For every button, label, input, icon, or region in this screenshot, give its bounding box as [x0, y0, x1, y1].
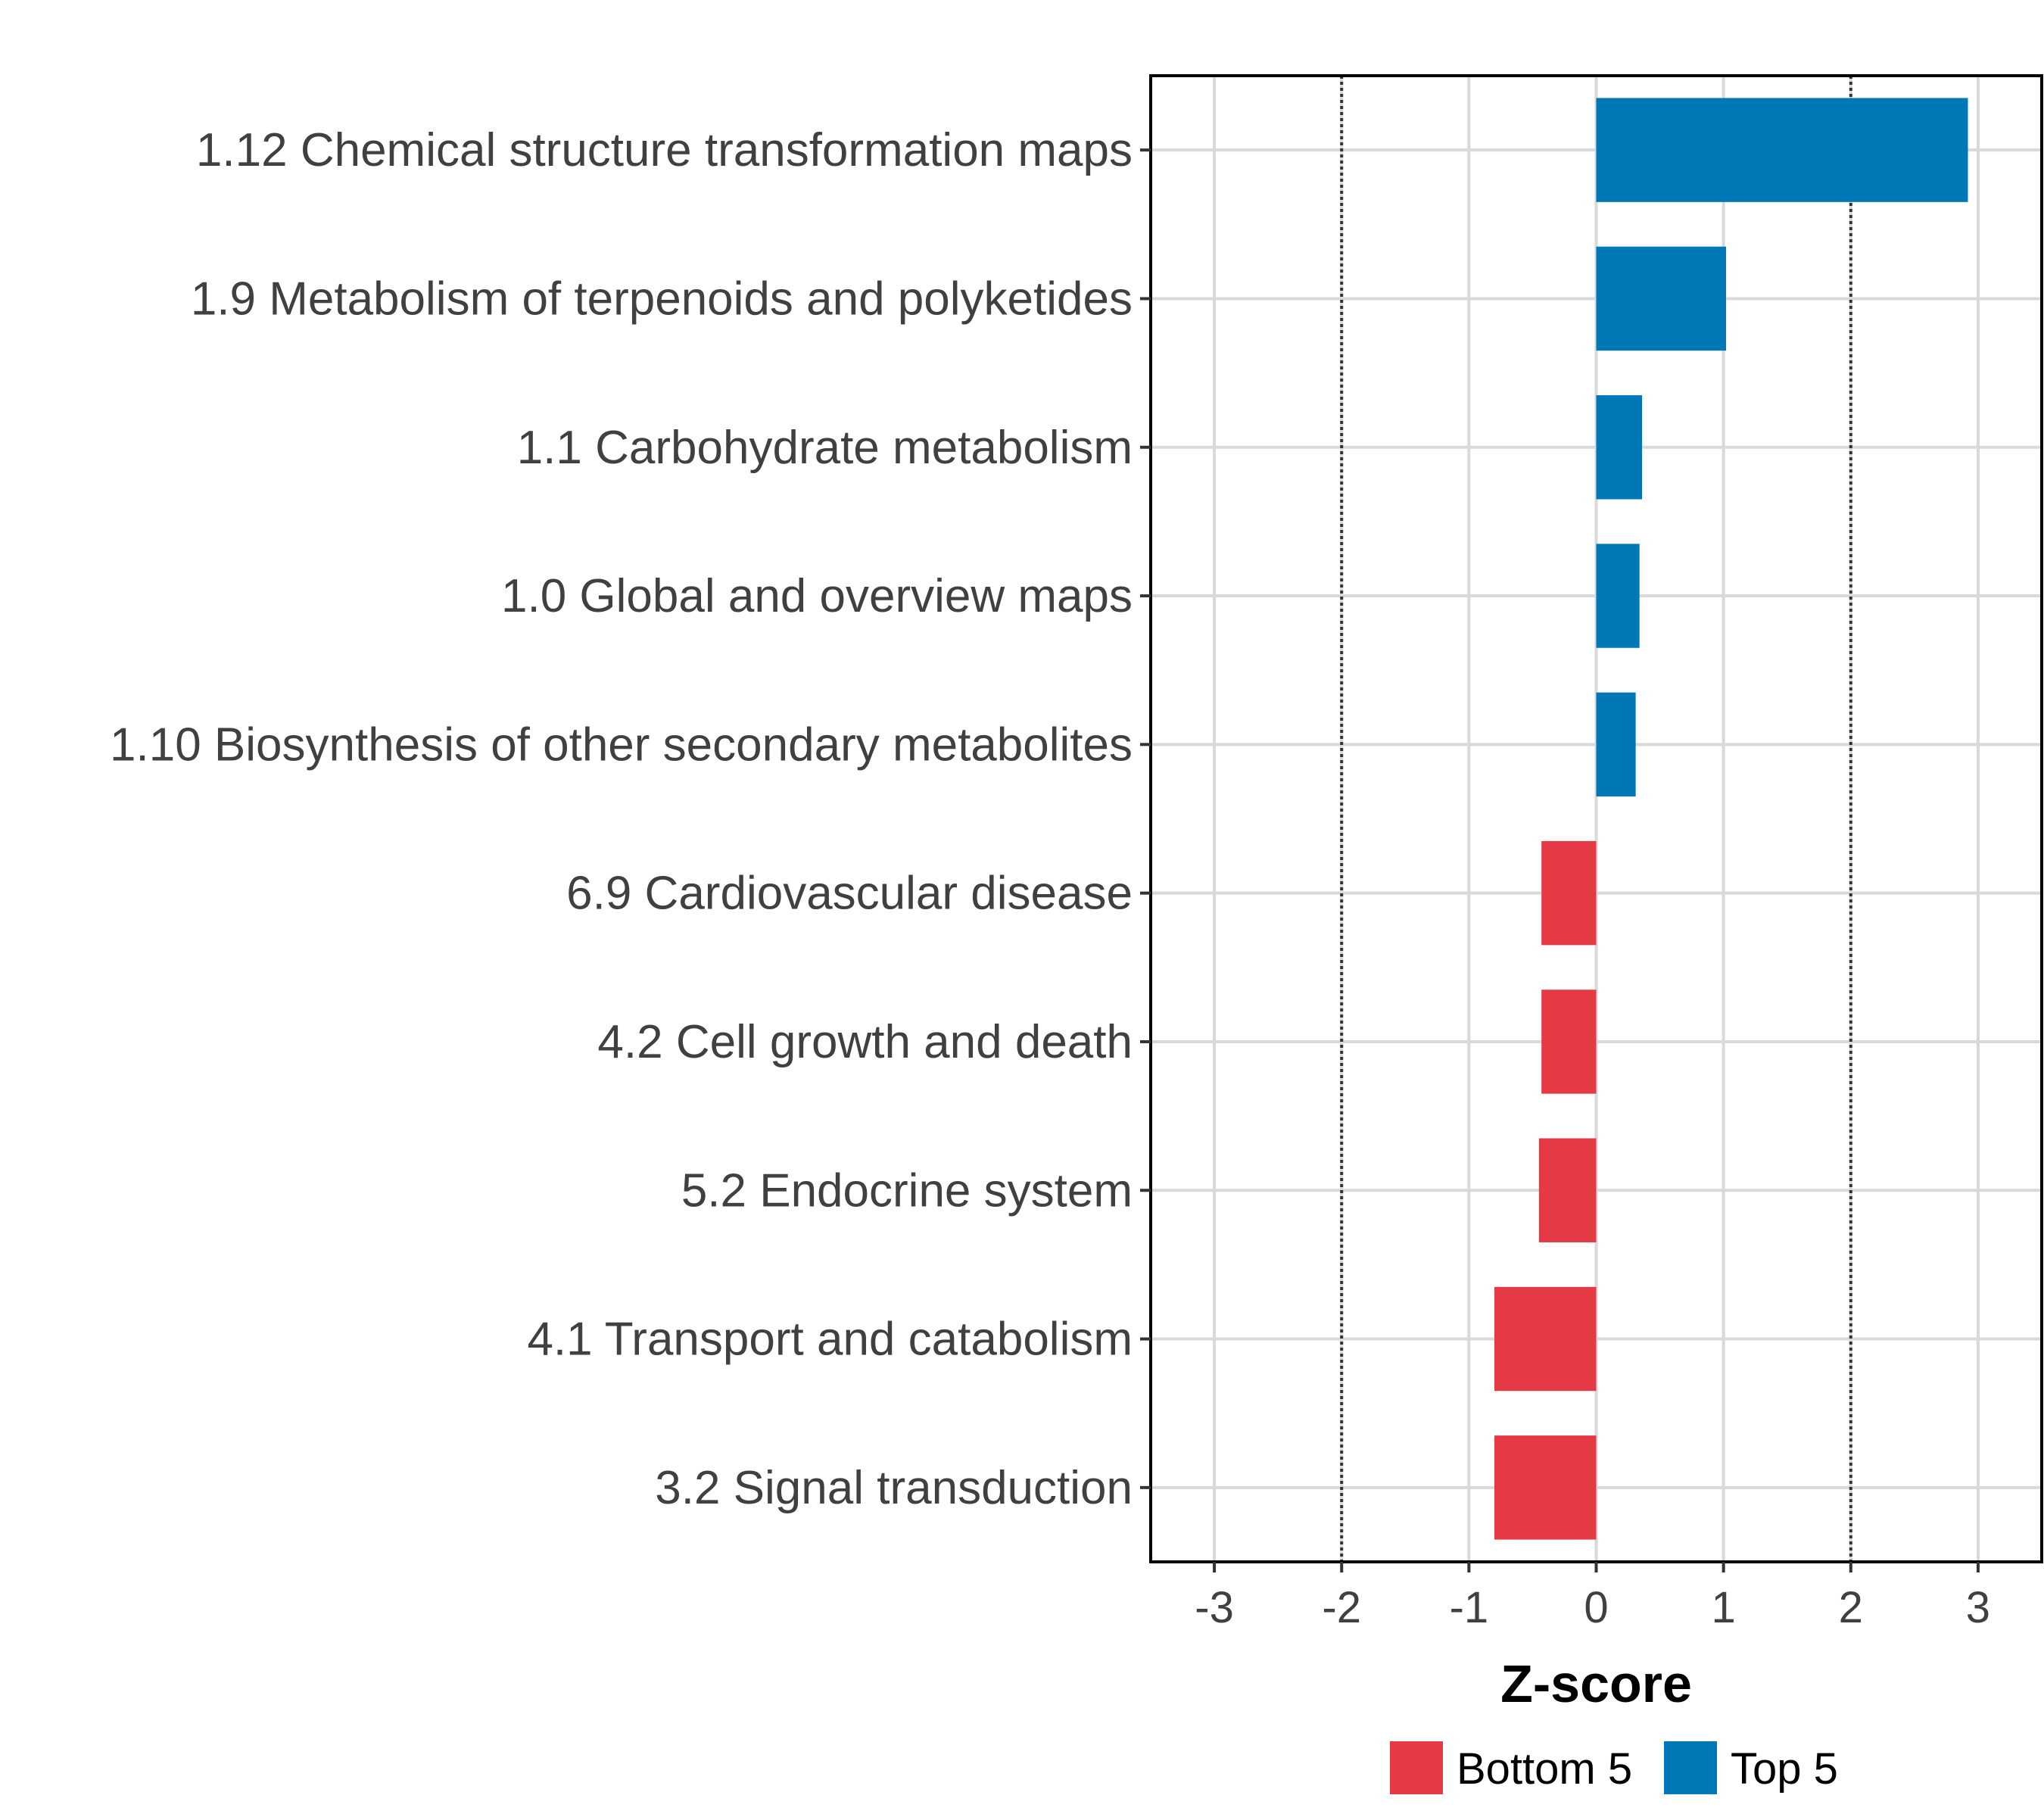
- x-tick-label: -1: [1450, 1583, 1489, 1632]
- x-tick-labels: -3 -2 -1 0 1 2 3: [1195, 1583, 1990, 1632]
- bar: [1596, 98, 1968, 202]
- x-tick-label: -3: [1195, 1583, 1234, 1632]
- x-tick-label: 3: [1966, 1583, 1990, 1632]
- category-label: 5.2 Endocrine system: [681, 1164, 1133, 1217]
- category-labels: 1.12 Chemical structure transformation m…: [110, 124, 1133, 1514]
- bar: [1541, 990, 1597, 1094]
- legend-label: Top 5: [1731, 1744, 1838, 1794]
- legend: Bottom 5 Top 5: [1390, 1741, 1838, 1794]
- category-label: 3.2 Signal transduction: [655, 1462, 1133, 1514]
- bar: [1494, 1435, 1597, 1540]
- bar: [1596, 246, 1727, 351]
- axis-ticks: [1140, 148, 1980, 1572]
- x-tick-label: 0: [1584, 1583, 1608, 1632]
- bar: [1596, 395, 1643, 500]
- reference-lines: [1340, 76, 1852, 1562]
- bar: [1494, 1286, 1597, 1392]
- bar: [1541, 840, 1597, 946]
- category-label: 4.2 Cell growth and death: [597, 1016, 1133, 1068]
- bar: [1596, 692, 1636, 797]
- x-axis-title: Z-score: [1500, 1654, 1692, 1713]
- category-label: 1.10 Biosynthesis of other secondary met…: [110, 718, 1133, 771]
- category-label: 1.12 Chemical structure transformation m…: [196, 124, 1133, 176]
- x-tick-label: 2: [1839, 1583, 1863, 1632]
- bar: [1596, 544, 1640, 648]
- category-label: 4.1 Transport and catabolism: [527, 1314, 1133, 1366]
- x-tick-label: 1: [1712, 1583, 1736, 1632]
- category-label: 6.9 Cardiovascular disease: [566, 868, 1133, 920]
- legend-label: Bottom 5: [1457, 1744, 1632, 1794]
- legend-swatch: [1664, 1741, 1717, 1794]
- category-label: 1.9 Metabolism of terpenoids and polyket…: [191, 273, 1133, 325]
- category-label: 1.1 Carbohydrate metabolism: [517, 422, 1133, 474]
- category-label: 1.0 Global and overview maps: [501, 570, 1133, 622]
- bars: [1494, 98, 1968, 1540]
- x-tick-label: -2: [1322, 1583, 1361, 1632]
- legend-swatch: [1390, 1741, 1443, 1794]
- bar: [1538, 1138, 1597, 1242]
